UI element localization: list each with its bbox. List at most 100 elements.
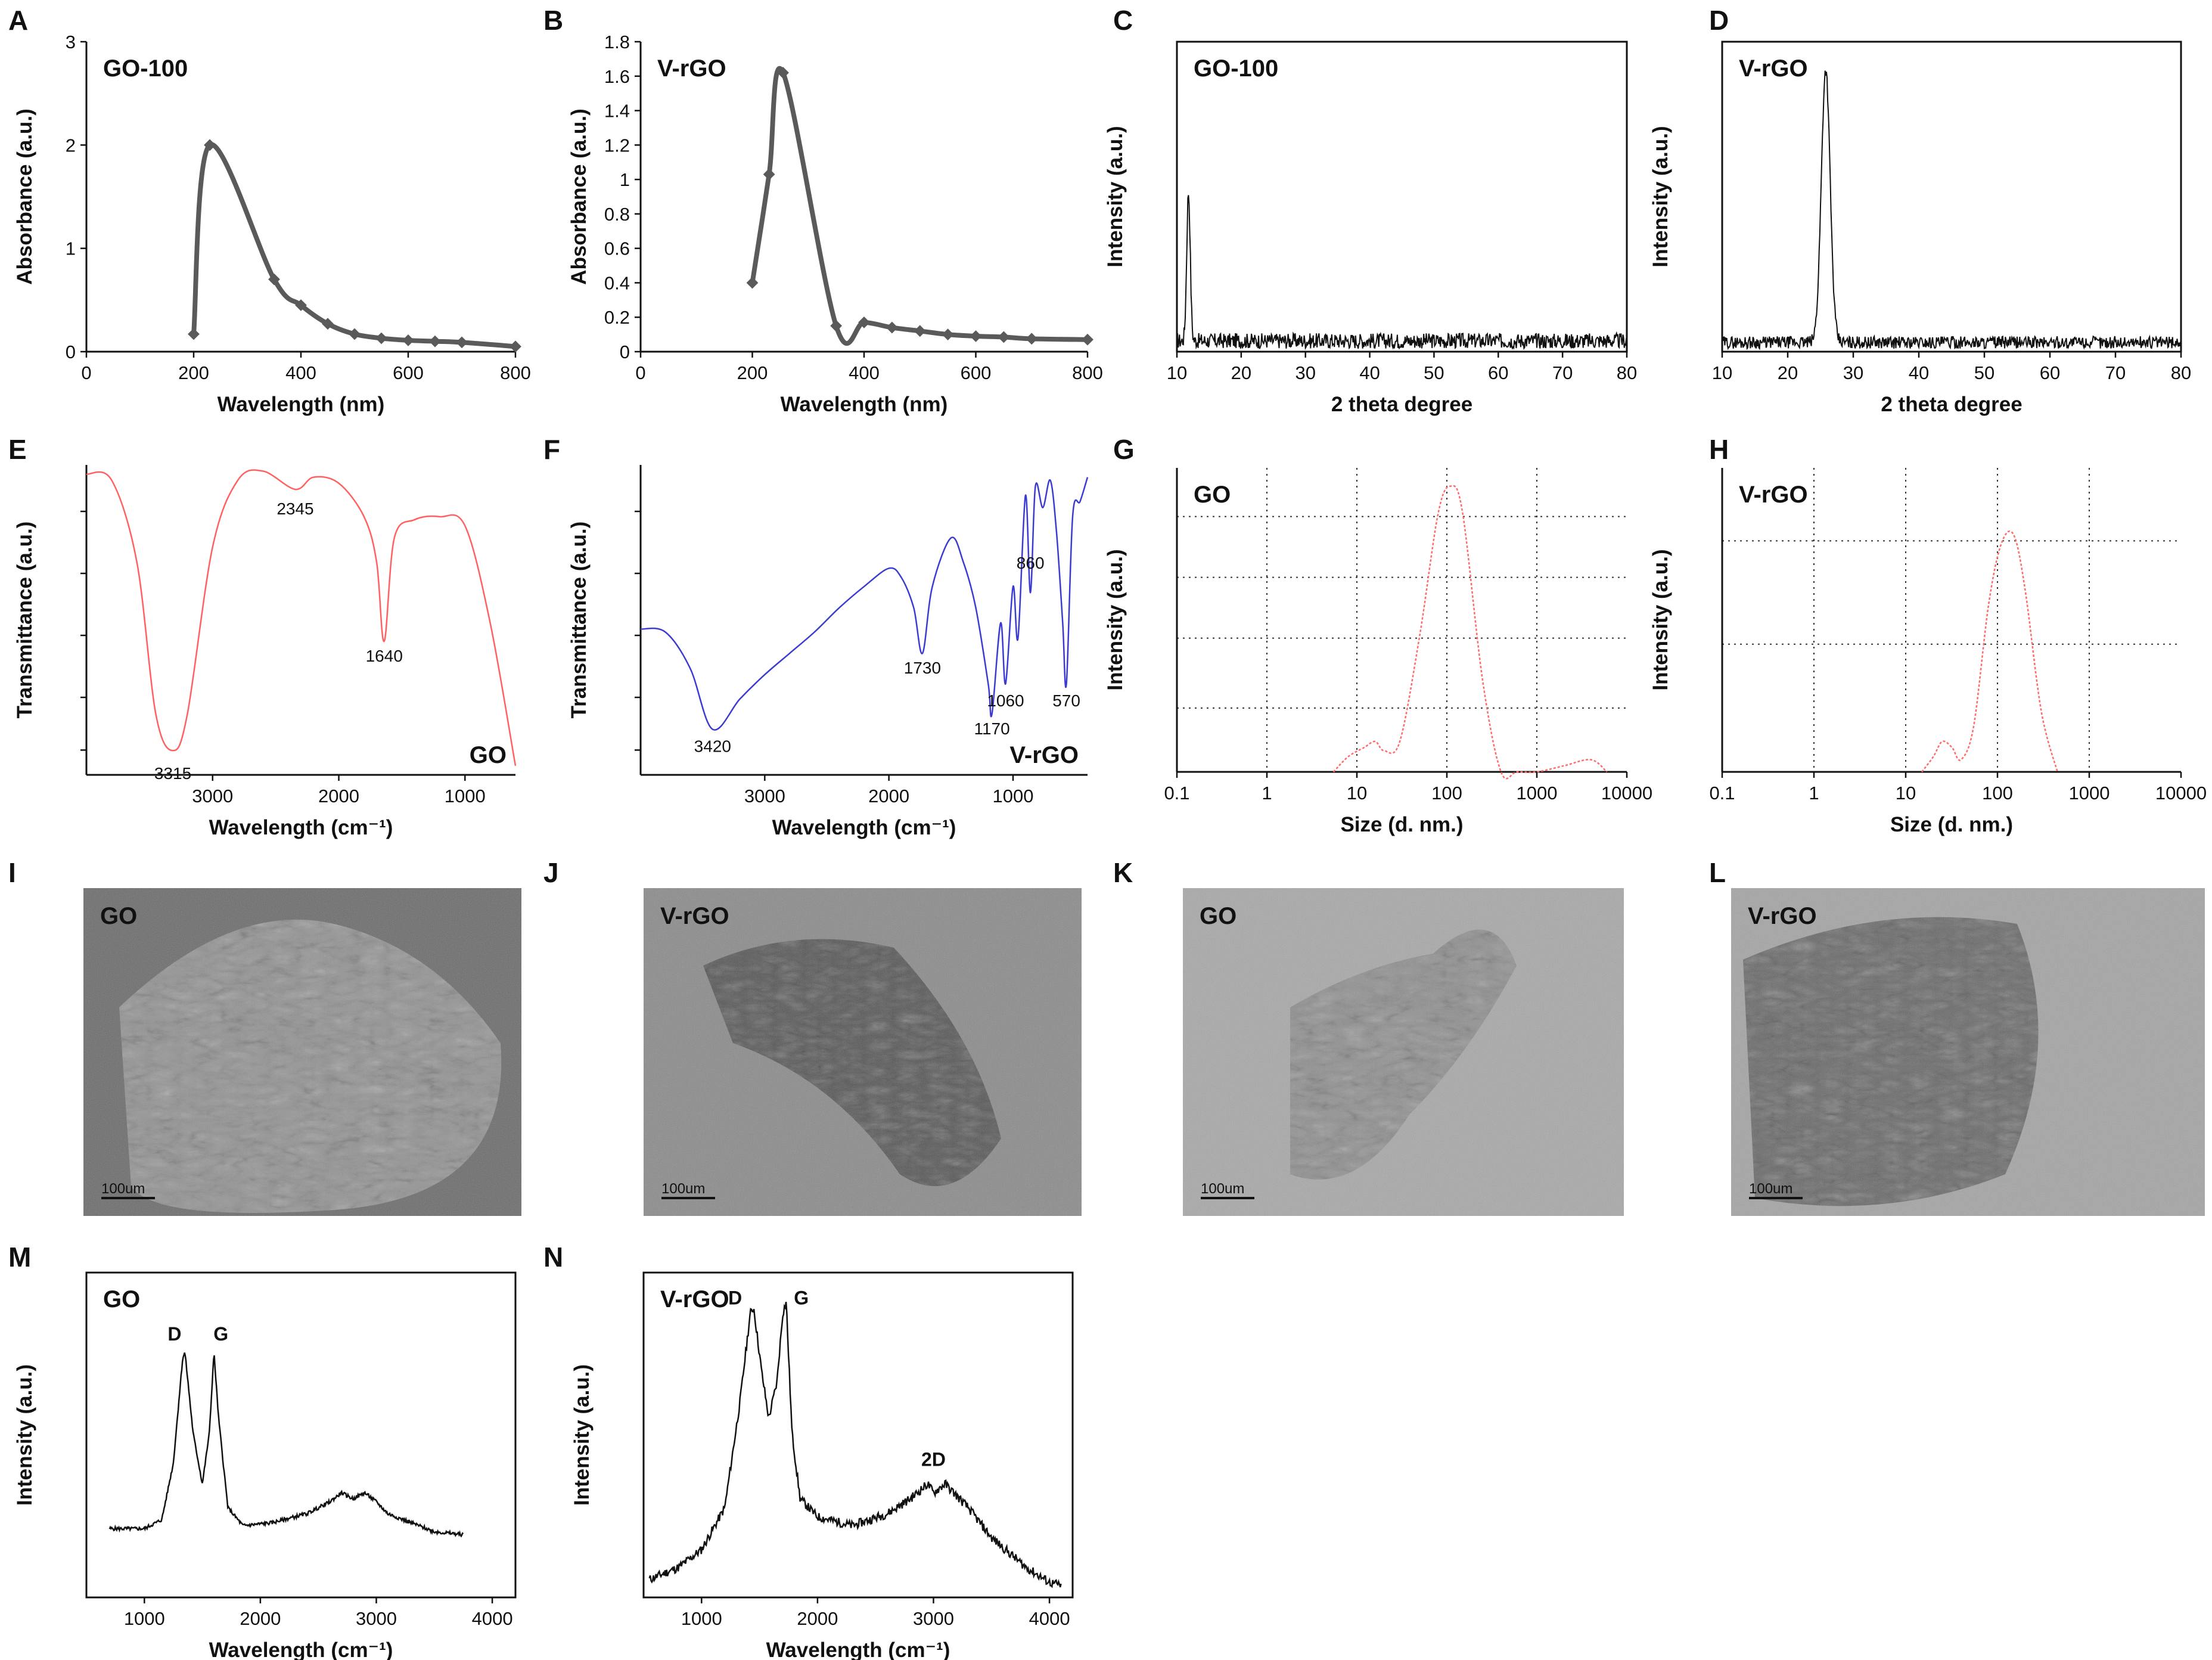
l-flake-texture	[1743, 917, 2039, 1206]
a-data-point	[204, 139, 216, 151]
panel-letter-g: G	[1113, 434, 1135, 465]
g-xtick-label: 1	[1262, 783, 1272, 803]
panel-l: L 100um V-rGO	[1709, 857, 2205, 1216]
g-y-axis-label: Intensity (a.u.)	[1104, 549, 1127, 690]
b-data-point	[777, 67, 789, 79]
panel-j: J 100um V-rGO	[543, 857, 1082, 1216]
b-ytick-label: 1.6	[604, 66, 630, 87]
e-xtick-label: 3000	[192, 786, 233, 806]
n-band-label-d: D	[728, 1287, 742, 1309]
panel-c: C 10 20 30 40 50 60 70 80 2 theta degree Intensity…	[1104, 5, 1637, 416]
b-ytick-label: 1.8	[604, 32, 630, 52]
f-x-axis-label: Wavelength (cm⁻¹)	[772, 816, 956, 839]
l-scale-bar-label: 100um	[1749, 1181, 1792, 1197]
f-xtick-label: 3000	[744, 786, 785, 806]
a-data-point	[349, 328, 361, 340]
a-data-point	[322, 318, 334, 330]
a-ytick-label: 1	[66, 238, 76, 259]
n-xtick-label: 4000	[1029, 1608, 1070, 1629]
f-peak-annotation: 570	[1052, 691, 1080, 710]
panel-letter-e: E	[8, 434, 27, 465]
b-ytick-label: 1	[620, 169, 630, 190]
a-data-point	[295, 299, 307, 311]
c-panel-title: GO-100	[1194, 55, 1278, 82]
b-ytick-label: 0.2	[604, 307, 630, 328]
b-data-point	[830, 319, 843, 332]
a-xtick-label: 600	[393, 362, 424, 383]
c-xtick-label: 10	[1167, 362, 1187, 383]
c-plot-frame	[1176, 41, 1628, 353]
n-y-axis-label: Intensity (a.u.)	[570, 1364, 594, 1506]
panel-h: H 0.1 1 10 100 1000 10000 Size (d. nm.) Intensit…	[1649, 434, 2207, 836]
h-xtick-label: 1	[1809, 783, 1819, 803]
panel-m: M 1000 2000 3000 4000 D G Wavelength (cm⁻¹) Inte…	[8, 1242, 517, 1660]
l-panel-title: V-rGO	[1748, 903, 1817, 929]
e-xtick-label: 1000	[445, 786, 486, 806]
f-spectrum	[640, 477, 1089, 731]
e-x-axis-label: Wavelength (cm⁻¹)	[209, 816, 393, 839]
g-xtick-label: 10	[1347, 783, 1367, 803]
b-series-line	[750, 66, 1088, 346]
panel-letter-b: B	[543, 5, 563, 36]
g-xtick-label: 100	[1431, 783, 1462, 803]
d-xtick-label: 60	[2040, 362, 2060, 383]
g-panel-title: GO	[1194, 482, 1231, 508]
n-xtick-label: 2000	[797, 1608, 838, 1629]
panel-letter-i: I	[8, 857, 16, 888]
e-y-axis-label: Transmittance (a.u.)	[13, 522, 36, 719]
panel-letter-c: C	[1113, 5, 1133, 36]
j-flake-texture	[703, 939, 1001, 1186]
b-ytick-label: 0.8	[604, 204, 630, 225]
panel-e: E 3000 2000 1000 3315 2345 1640 GO Wavelength (c…	[8, 434, 517, 839]
c-xtick-label: 40	[1359, 362, 1380, 383]
panel-n: N 1000 2000 3000 4000 D G 2D Wavelength (cm⁻¹) In…	[543, 1242, 1074, 1660]
panel-g: G 0.1 1 10 100 1000 10000 Size (d. nm.) Intensit…	[1104, 434, 1652, 836]
e-spectrum	[86, 469, 517, 766]
a-xtick-label: 200	[178, 362, 209, 383]
c-x-axis-label: 2 theta degree	[1331, 393, 1472, 416]
panel-b: B 0 0.2 0.4 0.6 0.8 1 1.2 1.4 1.6 1.8 0 200 400 600 800…	[543, 5, 1103, 416]
f-peak-annotation: 1060	[987, 691, 1024, 710]
b-data-point	[914, 325, 926, 337]
panel-k: K 100um GO	[1113, 857, 1624, 1216]
i-flake-texture	[119, 919, 502, 1213]
a-data-point	[268, 273, 280, 286]
panel-letter-f: F	[543, 434, 560, 465]
g-size-distribution	[1332, 485, 1608, 780]
g-x-axis-label: Size (d. nm.)	[1340, 813, 1463, 836]
g-xtick-label: 1000	[1517, 783, 1558, 803]
h-xtick-label: 10000	[2155, 783, 2207, 803]
b-data-point	[858, 316, 870, 328]
panel-letter-k: K	[1113, 857, 1133, 888]
panel-letter-m: M	[8, 1242, 31, 1273]
e-peak-annotation: 2345	[276, 499, 313, 518]
b-xtick-label: 0	[635, 362, 645, 383]
a-ytick-label: 3	[66, 32, 76, 52]
m-band-label-g: G	[213, 1323, 228, 1345]
b-data-point	[1026, 333, 1038, 345]
f-peak-annotation: 1730	[904, 659, 941, 677]
a-data-point	[509, 340, 521, 353]
h-xtick-label: 1000	[2069, 783, 2110, 803]
panel-a: A 0 1 2 3 0 200 400 600 800 Wavelength (nm) Absorba…	[8, 5, 531, 416]
d-xtick-label: 20	[1778, 362, 1798, 383]
m-y-axis-label: Intensity (a.u.)	[13, 1364, 36, 1506]
b-ytick-label: 1.2	[604, 135, 630, 156]
h-size-distribution	[1921, 530, 2058, 772]
h-x-axis-label: Size (d. nm.)	[1890, 813, 2013, 836]
panel-letter-d: D	[1709, 5, 1729, 36]
b-xtick-label: 200	[737, 362, 768, 383]
b-data-point	[886, 321, 898, 334]
i-panel-title: GO	[100, 903, 137, 929]
m-xtick-label: 2000	[240, 1608, 281, 1629]
n-band-label-2d: 2D	[921, 1448, 946, 1470]
c-xtick-label: 30	[1295, 362, 1315, 383]
b-data-point	[998, 331, 1010, 343]
panel-letter-l: L	[1709, 857, 1726, 888]
c-xtick-label: 80	[1617, 362, 1637, 383]
d-xtick-label: 50	[1974, 362, 1994, 383]
panel-letter-n: N	[543, 1242, 563, 1273]
c-xtick-label: 50	[1424, 362, 1444, 383]
panel-letter-j: J	[543, 857, 559, 888]
